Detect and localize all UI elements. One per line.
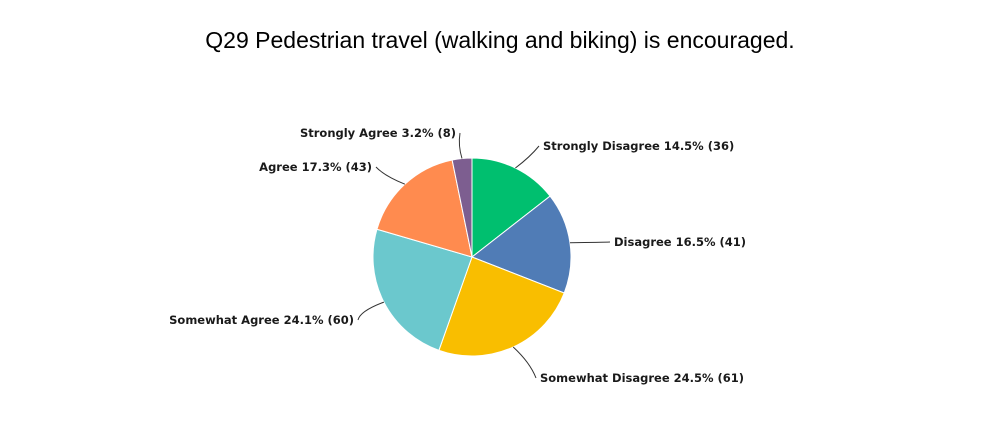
- slice-label: Strongly Agree 3.2% (8): [300, 126, 456, 140]
- pie-labels: Strongly Disagree 14.5% (36) Disagree 16.…: [169, 126, 746, 385]
- pie-slice-agree: [376, 159, 473, 258]
- slice-label: Disagree 16.5% (41): [614, 235, 746, 249]
- slice-label: Somewhat Agree 24.1% (60): [169, 313, 354, 327]
- chart-title: Q29 Pedestrian travel (walking and bikin…: [205, 27, 794, 53]
- pie-slices: [372, 157, 572, 357]
- pie-slice-strongly-disagree: [471, 157, 551, 259]
- leader-line: [512, 346, 537, 379]
- pie-slice-strongly-agree: [451, 157, 473, 258]
- pie-slice-somewhat-agree: [372, 228, 473, 351]
- leader-line: [458, 132, 463, 159]
- slice-label: Strongly Disagree 14.5% (36): [543, 139, 734, 153]
- leader-line: [357, 301, 385, 321]
- slice-label: Agree 17.3% (43): [259, 160, 372, 174]
- pie-slice-somewhat-disagree: [438, 256, 565, 357]
- leader-line: [375, 166, 406, 185]
- leader-line: [515, 145, 540, 169]
- pie-slice-disagree: [470, 195, 572, 294]
- leader-line: [569, 241, 611, 244]
- slice-label: Somewhat Disagree 24.5% (61): [540, 371, 744, 385]
